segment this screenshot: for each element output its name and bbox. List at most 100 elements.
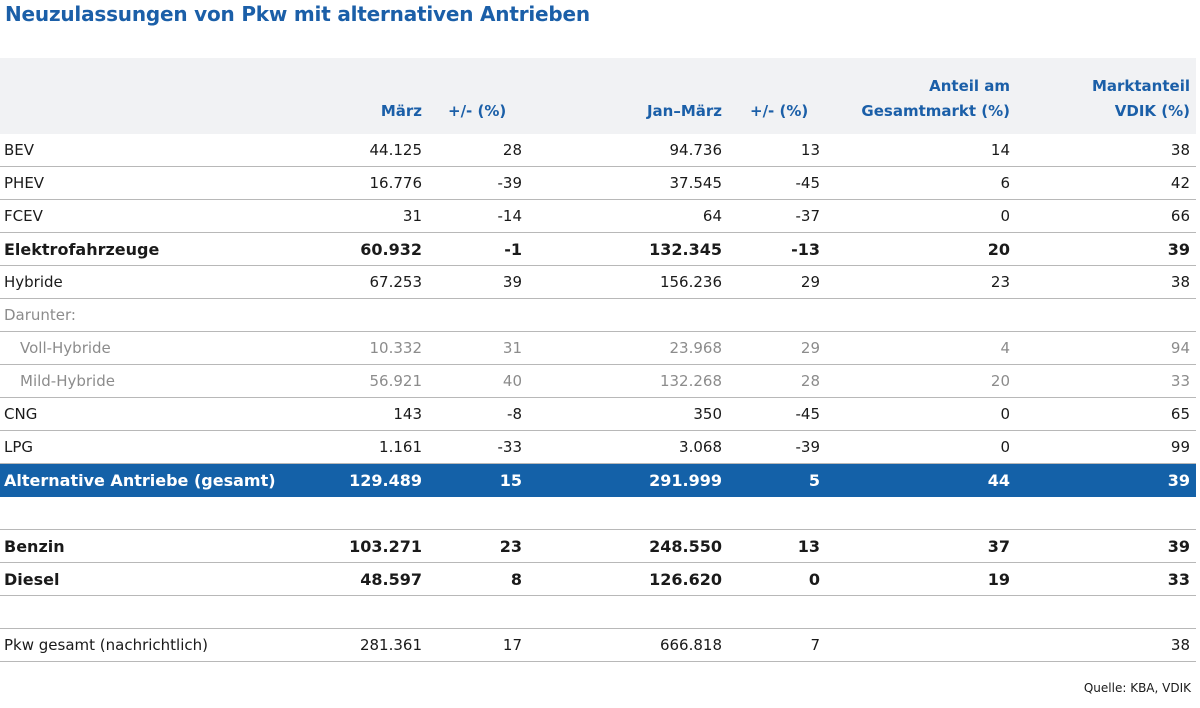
table-row-sub: Voll-Hybride 10.332 31 23.968 29 4 94	[0, 331, 1196, 365]
cell: 23.968	[528, 331, 728, 365]
row-label: Alternative Antriebe (gesamt)	[0, 463, 310, 497]
cell: 4	[826, 331, 1016, 365]
cell: 56.921	[310, 364, 428, 398]
table-row: CNG 143 -8 350 -45 0 65	[0, 397, 1196, 431]
row-label: Voll-Hybride	[0, 331, 310, 365]
cell: 99	[1016, 430, 1196, 464]
cell: 38	[1016, 628, 1196, 662]
header-anteil-gesamtmarkt: Anteil am Gesamtmarkt (%)	[861, 77, 1010, 120]
cell: 5	[728, 463, 826, 497]
table-row-fuel: Diesel 48.597 8 126.620 0 19 33	[0, 562, 1196, 596]
cell: 10.332	[310, 331, 428, 365]
cell: 126.620	[528, 562, 728, 596]
cell: 20	[826, 364, 1016, 398]
cell: 13	[728, 529, 826, 563]
cell: 281.361	[310, 628, 428, 662]
cell	[1016, 298, 1196, 332]
cell: -33	[428, 430, 528, 464]
table-row-pkw-gesamt: Pkw gesamt (nachrichtlich) 281.361 17 66…	[0, 628, 1196, 662]
cell: 44	[826, 463, 1016, 497]
cell: 44.125	[310, 134, 428, 167]
header-jan-maerz: Jan–März	[646, 102, 722, 120]
cell: 8	[428, 562, 528, 596]
cell	[428, 298, 528, 332]
header-label	[0, 58, 310, 134]
cell: 0	[728, 562, 826, 596]
header-marktanteil-vdik: Marktanteil VDIK (%)	[1091, 77, 1190, 120]
row-label: BEV	[0, 134, 310, 167]
cell: 16.776	[310, 166, 428, 200]
row-label: LPG	[0, 430, 310, 464]
cell: 291.999	[528, 463, 728, 497]
table-row: BEV 44.125 28 94.736 13 14 38	[0, 134, 1196, 167]
cell: 7	[728, 628, 826, 662]
header-maerz: März	[380, 102, 422, 120]
header-change-maerz: +/- (%)	[448, 102, 507, 120]
row-label: Mild-Hybride	[0, 364, 310, 398]
cell: 3.068	[528, 430, 728, 464]
table-row-section-label: Darunter:	[0, 298, 1196, 332]
table-row-total: Alternative Antriebe (gesamt) 129.489 15…	[0, 463, 1196, 497]
page-title: Neuzulassungen von Pkw mit alternativen …	[5, 2, 590, 26]
header-row: März +/- (%) Jan–März +/- (%) Anteil am G…	[0, 58, 1196, 134]
cell: -39	[428, 166, 528, 200]
cell	[0, 496, 1196, 530]
cell: 156.236	[528, 265, 728, 299]
cell: 20	[826, 232, 1016, 266]
header-change-jan-maerz: +/- (%)	[750, 102, 809, 120]
cell: 23	[428, 529, 528, 563]
cell: -37	[728, 199, 826, 233]
spacer-row	[0, 595, 1196, 629]
table-row-subtotal: Elektrofahrzeuge 60.932 -1 132.345 -13 2…	[0, 232, 1196, 266]
cell: 666.818	[528, 628, 728, 662]
cell: 65	[1016, 397, 1196, 431]
cell: 38	[1016, 134, 1196, 167]
cell: -45	[728, 397, 826, 431]
cell: -45	[728, 166, 826, 200]
cell	[728, 298, 826, 332]
row-label: FCEV	[0, 199, 310, 233]
cell: 132.268	[528, 364, 728, 398]
cell: 31	[310, 199, 428, 233]
cell: 29	[728, 265, 826, 299]
cell: -1	[428, 232, 528, 266]
row-label: Elektrofahrzeuge	[0, 232, 310, 266]
cell: -14	[428, 199, 528, 233]
cell	[826, 628, 1016, 662]
table-row: LPG 1.161 -33 3.068 -39 0 99	[0, 430, 1196, 464]
cell: 28	[428, 134, 528, 167]
cell: 17	[428, 628, 528, 662]
cell: 94	[1016, 331, 1196, 365]
row-label: CNG	[0, 397, 310, 431]
cell: 39	[1016, 529, 1196, 563]
cell	[0, 595, 1196, 629]
cell: 29	[728, 331, 826, 365]
cell	[528, 298, 728, 332]
row-label: PHEV	[0, 166, 310, 200]
cell: 0	[826, 397, 1016, 431]
cell: 48.597	[310, 562, 428, 596]
cell: 60.932	[310, 232, 428, 266]
cell: 33	[1016, 562, 1196, 596]
cell: 132.345	[528, 232, 728, 266]
cell: 66	[1016, 199, 1196, 233]
cell: 33	[1016, 364, 1196, 398]
cell: 39	[1016, 463, 1196, 497]
cell: 143	[310, 397, 428, 431]
cell: 23	[826, 265, 1016, 299]
cell: 39	[1016, 232, 1196, 266]
data-table: März +/- (%) Jan–März +/- (%) Anteil am G…	[0, 58, 1196, 662]
cell: 0	[826, 430, 1016, 464]
cell: -13	[728, 232, 826, 266]
cell: 37	[826, 529, 1016, 563]
cell: 1.161	[310, 430, 428, 464]
spacer-row	[0, 496, 1196, 530]
row-label: Diesel	[0, 562, 310, 596]
cell: -8	[428, 397, 528, 431]
row-label: Hybride	[0, 265, 310, 299]
cell: 40	[428, 364, 528, 398]
cell: 39	[428, 265, 528, 299]
cell: 31	[428, 331, 528, 365]
cell: 14	[826, 134, 1016, 167]
table-row: FCEV 31 -14 64 -37 0 66	[0, 199, 1196, 233]
